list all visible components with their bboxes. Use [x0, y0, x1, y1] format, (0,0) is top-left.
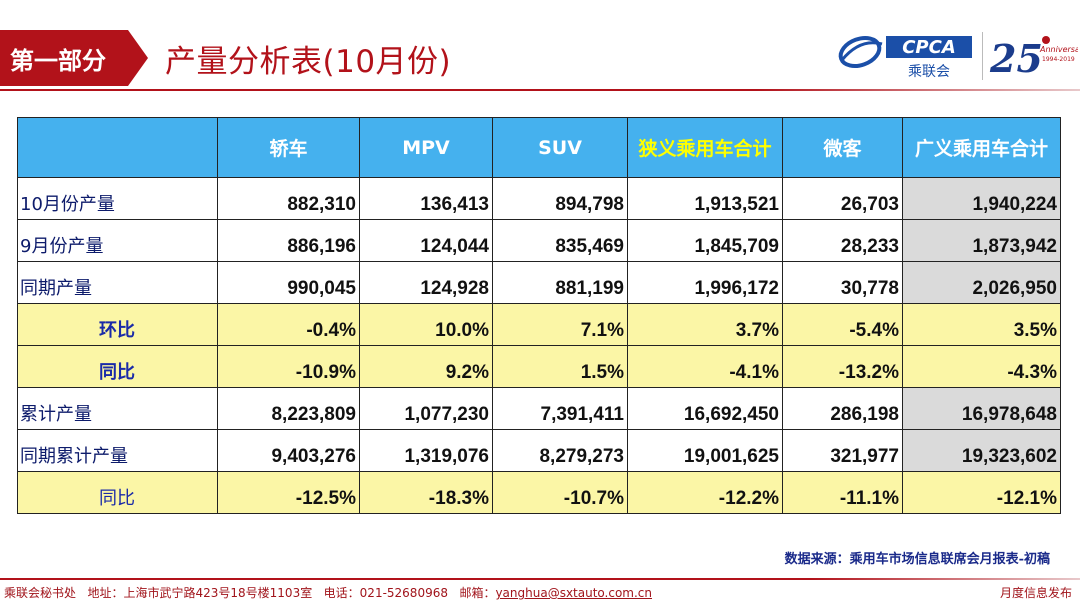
table-cell: -18.3% — [359, 471, 493, 514]
table-cell: 3.7% — [627, 303, 783, 346]
column-header: 广义乘用车合计 — [902, 117, 1061, 178]
table-cell: 2,026,950 — [902, 261, 1061, 304]
table-cell: 1,940,224 — [902, 177, 1061, 220]
cpca-brand-text: CPCA — [902, 37, 956, 58]
table-cell: 882,310 — [217, 177, 360, 220]
section-tab: 第一部分 — [0, 30, 148, 86]
table-cell: 19,323,602 — [902, 429, 1061, 472]
anniv-number: 25 — [989, 36, 1043, 81]
table-cell: 894,798 — [492, 177, 628, 220]
table-row: 同期累计产量 9,403,276 1,319,076 8,279,273 19,… — [17, 429, 1061, 472]
table-cell: 286,198 — [782, 387, 903, 430]
table-row: 9月份产量 886,196 124,044 835,469 1,845,709 … — [17, 219, 1061, 262]
table-cell: 10.0% — [359, 303, 493, 346]
table-row: 环比 -0.4% 10.0% 7.1% 3.7% -5.4% 3.5% — [17, 303, 1061, 346]
table-cell: -4.3% — [902, 345, 1061, 388]
table-cell: 321,977 — [782, 429, 903, 472]
table-cell: -13.2% — [782, 345, 903, 388]
column-header: SUV — [492, 117, 628, 178]
table-cell: 886,196 — [217, 219, 360, 262]
table-cell: 30,778 — [782, 261, 903, 304]
table-cell: 8,279,273 — [492, 429, 628, 472]
anniv-word: Anniversary — [1039, 45, 1078, 54]
table-cell: 28,233 — [782, 219, 903, 262]
row-label: 累计产量 — [17, 387, 218, 430]
row-label: 同期产量 — [17, 261, 218, 304]
anniv-dot-icon — [1042, 36, 1050, 44]
footer-address-label: 地址： — [87, 586, 124, 600]
table-cell: 1,845,709 — [627, 219, 783, 262]
table-cell: 1,913,521 — [627, 177, 783, 220]
table-cell: 136,413 — [359, 177, 493, 220]
cpca-swoosh-icon — [838, 35, 883, 69]
table-cell: 16,692,450 — [627, 387, 783, 430]
table-cell: -5.4% — [782, 303, 903, 346]
footer-address: 上海市武宁路423号18号楼1103室 — [123, 586, 313, 600]
table-row: 同期产量 990,045 124,928 881,199 1,996,172 3… — [17, 261, 1061, 304]
table-cell: 7.1% — [492, 303, 628, 346]
table-cell: 19,001,625 — [627, 429, 783, 472]
footer-phone: 021-52680968 — [359, 586, 448, 600]
table-cell: 835,469 — [492, 219, 628, 262]
table-cell: -12.2% — [627, 471, 783, 514]
production-table: 轿车 MPV SUV 狭义乘用车合计 微客 广义乘用车合计 10月份产量 882… — [17, 117, 1061, 514]
table-row: 同比 -12.5% -18.3% -10.7% -12.2% -11.1% -1… — [17, 471, 1061, 514]
table-cell: -11.1% — [782, 471, 903, 514]
row-label: 同期累计产量 — [17, 429, 218, 472]
footer-phone-label: 电话： — [323, 586, 360, 600]
cpca-brand-cn-text: 乘联会 — [908, 64, 950, 80]
table-cell: 124,928 — [359, 261, 493, 304]
footer-right-label: 月度信息发布 — [999, 586, 1072, 600]
footer-email-link[interactable]: yanghua@sxtauto.com.cn — [495, 586, 653, 600]
footer-contact: 乘联会秘书处 地址：上海市武宁路423号18号楼1103室 电话：021-526… — [4, 584, 652, 601]
table-cell: 16,978,648 — [902, 387, 1061, 430]
page-header: 第一部分 产量分析表(10月份) CPCA 乘联会 25 Anniversary… — [0, 0, 1080, 92]
table-cell: 7,391,411 — [492, 387, 628, 430]
anniversary-logo: 25 Anniversary 1994-2019 — [989, 36, 1078, 81]
table-cell: 124,044 — [359, 219, 493, 262]
table-cell: 1,873,942 — [902, 219, 1061, 262]
table-cell: 1.5% — [492, 345, 628, 388]
table-cell: 990,045 — [217, 261, 360, 304]
table-cell: -10.7% — [492, 471, 628, 514]
footer-org: 乘联会秘书处 — [4, 586, 77, 600]
row-label: 环比 — [17, 303, 218, 346]
table-row: 同比 -10.9% 9.2% 1.5% -4.1% -13.2% -4.3% — [17, 345, 1061, 388]
cpca-logo: CPCA 乘联会 — [838, 35, 972, 80]
table-row: 累计产量 8,223,809 1,077,230 7,391,411 16,69… — [17, 387, 1061, 430]
table-cell: 9,403,276 — [217, 429, 360, 472]
footer-email-label: 邮箱： — [459, 586, 496, 600]
page-title: 产量分析表(10月份) — [165, 44, 452, 80]
table-cell: 26,703 — [782, 177, 903, 220]
anniv-years: 1994-2019 — [1042, 56, 1075, 63]
table-cell: -0.4% — [217, 303, 360, 346]
row-label: 10月份产量 — [17, 177, 218, 220]
row-label: 9月份产量 — [17, 219, 218, 262]
table-row: 10月份产量 882,310 136,413 894,798 1,913,521… — [17, 177, 1061, 220]
footer-rule — [0, 578, 1080, 580]
table-cell: 1,996,172 — [627, 261, 783, 304]
source-note: 数据来源：乘用车市场信息联席会月报表-初稿 — [784, 552, 1050, 567]
table-cell: -12.1% — [902, 471, 1061, 514]
table-header-row: 轿车 MPV SUV 狭义乘用车合计 微客 广义乘用车合计 — [17, 117, 1061, 178]
logo-divider — [982, 32, 983, 80]
table-cell: -4.1% — [627, 345, 783, 388]
table-cell: 1,319,076 — [359, 429, 493, 472]
column-header: MPV — [359, 117, 493, 178]
table-cell: 1,077,230 — [359, 387, 493, 430]
table-cell: -12.5% — [217, 471, 360, 514]
column-header: 轿车 — [217, 117, 360, 178]
table-cell: -10.9% — [217, 345, 360, 388]
column-header: 微客 — [782, 117, 903, 178]
table-cell: 8,223,809 — [217, 387, 360, 430]
row-label: 同比 — [17, 345, 218, 388]
table-cell: 9.2% — [359, 345, 493, 388]
table-header-corner — [17, 117, 218, 178]
header-rule — [0, 89, 1080, 91]
table-cell: 881,199 — [492, 261, 628, 304]
table-cell: 3.5% — [902, 303, 1061, 346]
column-header: 狭义乘用车合计 — [627, 117, 783, 178]
row-label: 同比 — [17, 471, 218, 514]
